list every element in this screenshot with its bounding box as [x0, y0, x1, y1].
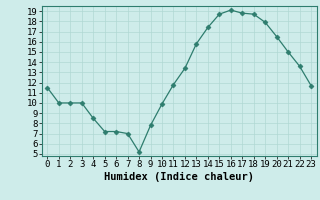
X-axis label: Humidex (Indice chaleur): Humidex (Indice chaleur)	[104, 172, 254, 182]
